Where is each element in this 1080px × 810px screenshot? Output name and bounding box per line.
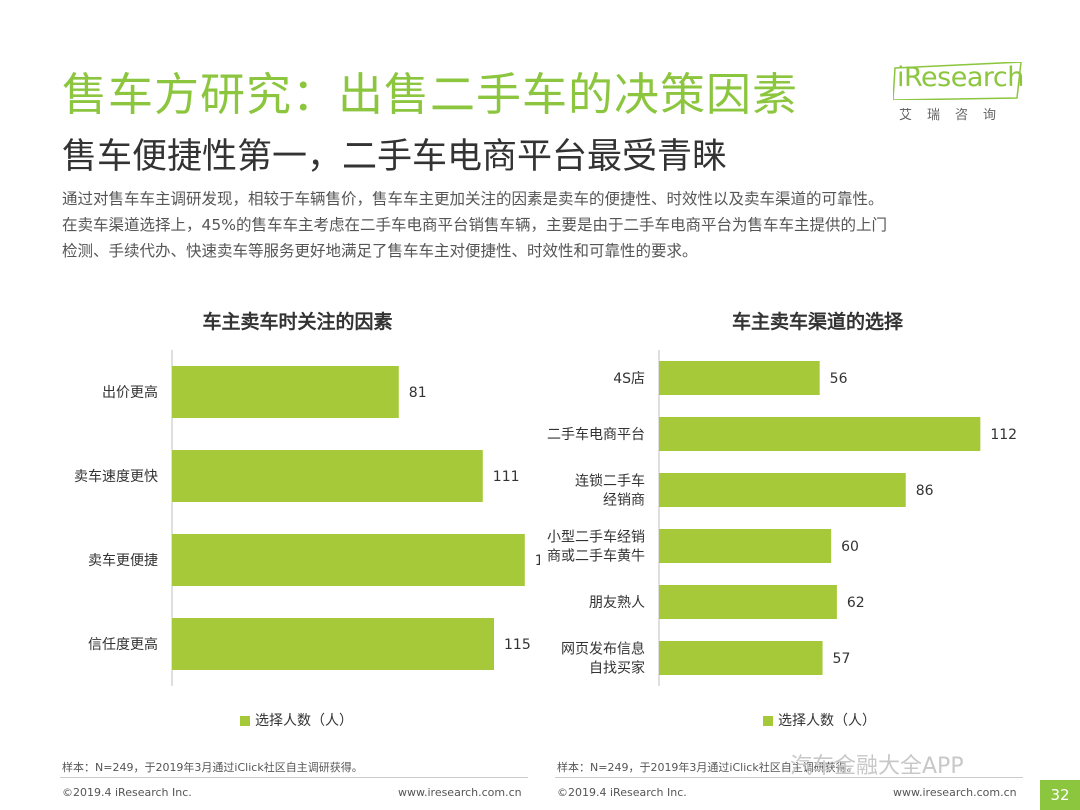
page-subtitle: 售车便捷性第一，二手车电商平台最受青睐 bbox=[62, 137, 728, 177]
data-label: 111 bbox=[493, 469, 520, 485]
legend-right: 选择人数（人） bbox=[763, 710, 876, 730]
data-label: 112 bbox=[990, 427, 1017, 443]
bar bbox=[659, 641, 823, 675]
legend-swatch bbox=[763, 716, 773, 726]
logo-chinese: 艾瑞咨询 bbox=[899, 108, 1012, 123]
bar bbox=[172, 618, 494, 670]
bar bbox=[659, 361, 820, 395]
logo-text: iResearch bbox=[897, 62, 1024, 93]
iresearch-logo: iResearch 艾瑞咨询 bbox=[893, 58, 1033, 128]
page-title: 售车方研究：出售二手车的决策因素 bbox=[62, 68, 799, 121]
category-label: 网页发布信息 bbox=[561, 641, 645, 658]
data-label: 81 bbox=[409, 385, 427, 401]
watermark: 汽车金融大全APP bbox=[790, 754, 964, 779]
page-number: 32 bbox=[1040, 780, 1080, 810]
bar bbox=[659, 585, 837, 619]
bar bbox=[659, 473, 906, 507]
category-label: 卖车速度更快 bbox=[74, 468, 158, 485]
category-label: 自找买家 bbox=[589, 660, 645, 677]
data-label: 60 bbox=[841, 539, 859, 555]
data-label: 115 bbox=[504, 637, 531, 653]
description-line: 通过对售车车主调研发现，相较于车辆售价，售车车主更加关注的因素是卖车的便捷性、时… bbox=[62, 190, 884, 208]
bar bbox=[659, 417, 981, 451]
description-line: 在卖车渠道选择上，45%的售车车主考虑在二手车电商平台销售车辆，主要是由于二手车… bbox=[62, 216, 887, 234]
bar bbox=[172, 534, 525, 586]
data-label: 126 bbox=[535, 553, 540, 569]
data-label: 56 bbox=[830, 371, 848, 387]
data-label: 62 bbox=[847, 595, 865, 611]
chart-title-left: 车主卖车时关注的因素 bbox=[202, 311, 393, 333]
footer-divider-left bbox=[60, 777, 528, 778]
bar bbox=[172, 366, 399, 418]
bar bbox=[659, 529, 832, 563]
legend-label: 选择人数（人） bbox=[255, 713, 353, 729]
category-label: 朋友熟人 bbox=[589, 595, 645, 611]
footer-divider-right bbox=[555, 777, 1023, 778]
sample-note-left: 样本：N=249，于2019年3月通过iClick社区自主调研获得。 bbox=[62, 761, 363, 774]
footer-copyright-right: ©2019.4 iResearch Inc. bbox=[557, 786, 687, 799]
legend-swatch bbox=[240, 716, 250, 726]
chart-title-right: 车主卖车渠道的选择 bbox=[731, 311, 903, 333]
footer-url-right: www.iresearch.com.cn bbox=[893, 786, 1017, 799]
category-label: 4S店 bbox=[613, 371, 645, 387]
factors-bar-chart: 81 出价更高 111 卖车速度更快 126 卖车更便捷 115 信任度更高 bbox=[74, 350, 540, 686]
category-label: 信任度更高 bbox=[88, 636, 158, 653]
logo-banner bbox=[893, 62, 1022, 100]
bar bbox=[172, 450, 483, 502]
description: 通过对售车车主调研发现，相较于车辆售价，售车车主更加关注的因素是卖车的便捷性、时… bbox=[62, 186, 1042, 264]
data-label: 86 bbox=[916, 483, 934, 499]
legend-label: 选择人数（人） bbox=[778, 713, 876, 729]
footer-copyright-left: ©2019.4 iResearch Inc. bbox=[62, 786, 192, 799]
sample-note-right: 样本：N=249，于2019年3月通过iClick社区自主调研获得。 bbox=[557, 761, 858, 774]
category-label: 小型二手车经销 bbox=[547, 529, 645, 546]
description-line: 检测、手续代办、快速卖车等服务更好地满足了售车车主对便捷性、时效性和可靠性的要求… bbox=[62, 242, 698, 260]
footer-url-left: www.iresearch.com.cn bbox=[398, 786, 522, 799]
category-label: 经销商 bbox=[603, 493, 645, 509]
category-label: 连锁二手车 bbox=[575, 473, 645, 490]
legend-left: 选择人数（人） bbox=[240, 710, 353, 730]
data-label: 57 bbox=[833, 651, 851, 667]
category-label: 二手车电商平台 bbox=[547, 426, 645, 443]
category-label: 商或二手车黄牛 bbox=[547, 548, 645, 565]
category-label: 出价更高 bbox=[102, 384, 158, 401]
category-label: 卖车更便捷 bbox=[88, 552, 158, 569]
